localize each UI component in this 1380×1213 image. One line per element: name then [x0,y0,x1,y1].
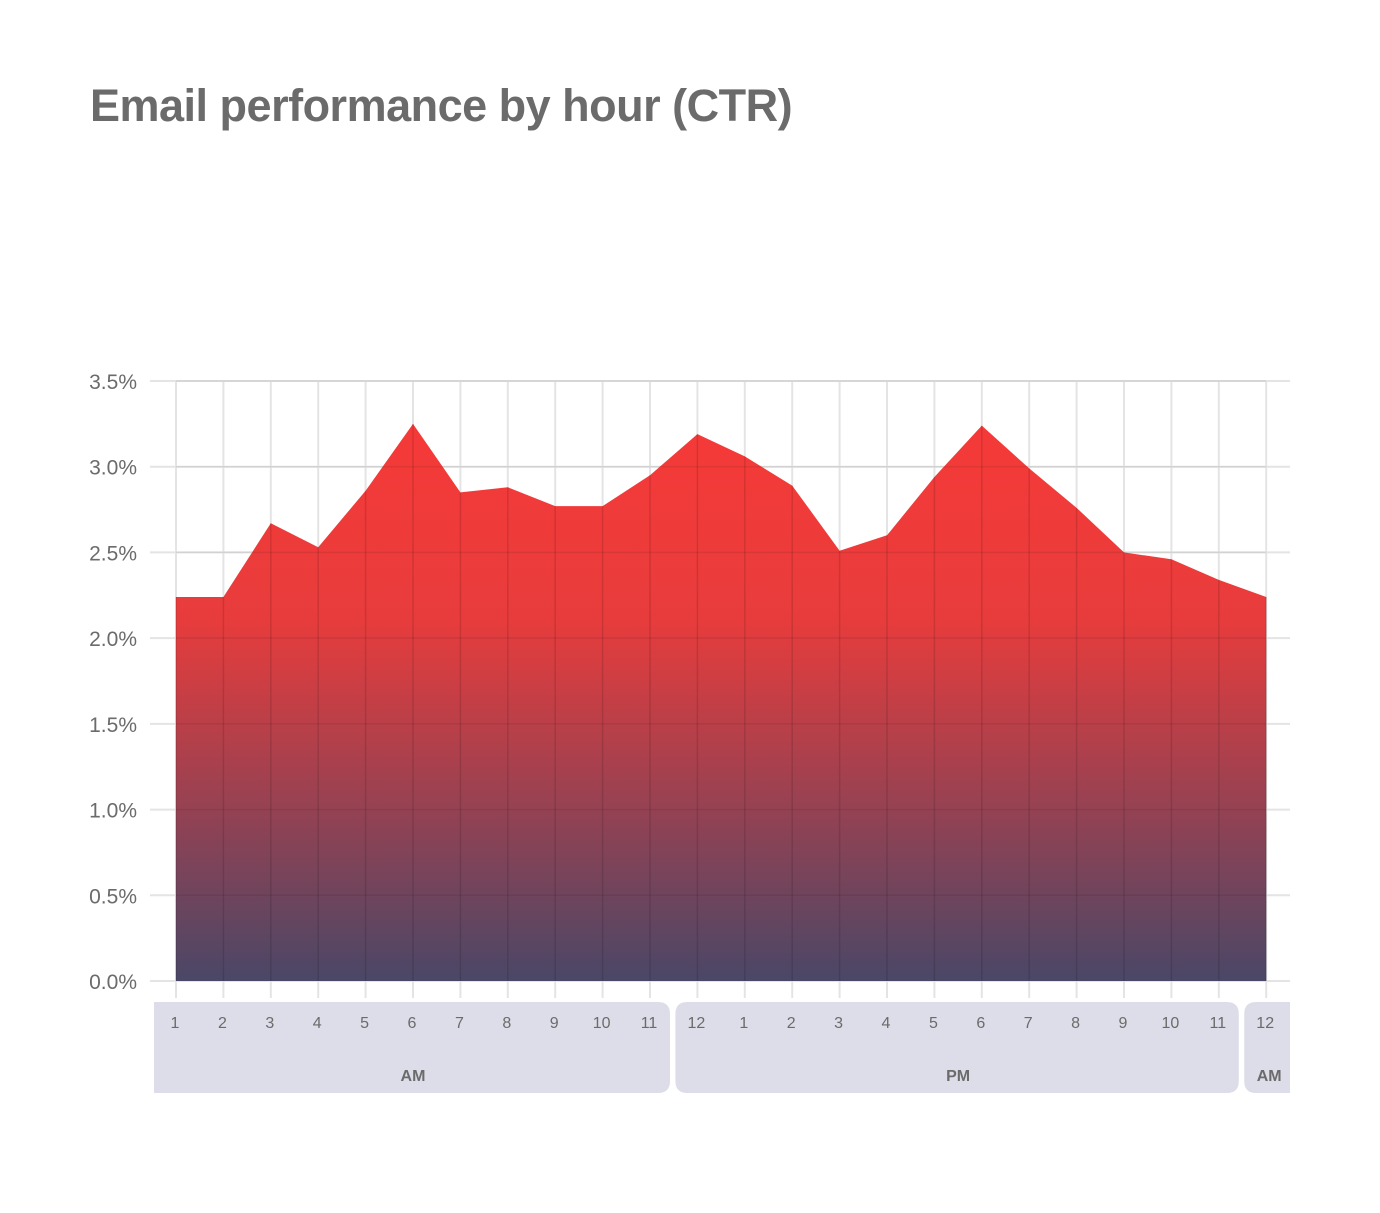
y-tick-label: 2.5% [89,542,137,565]
x-tick-label: 11 [641,1015,658,1032]
x-tick-label: 8 [1071,1015,1080,1032]
x-tick-label: 5 [929,1015,938,1032]
y-tick-label: 3.0% [89,457,137,480]
x-tick-label: 6 [408,1015,417,1032]
x-tick-label: 4 [313,1015,322,1032]
x-tick-label: 10 [593,1015,611,1032]
x-tick-label: 12 [688,1015,706,1032]
period-band [675,1002,1239,1093]
x-tick-label: 3 [834,1015,843,1032]
period-label: AM [1257,1068,1282,1085]
area-fill [176,423,1267,981]
x-tick-label: 2 [787,1015,796,1032]
x-tick-label: 1 [171,1015,180,1032]
period-label: AM [401,1068,426,1085]
y-tick-label: 0.0% [89,971,137,994]
y-tick-label: 2.0% [89,628,137,651]
period-band [154,1002,670,1093]
x-tick-label: 11 [1209,1015,1226,1032]
x-tick-label: 9 [550,1015,559,1032]
x-tick-label: 2 [218,1015,227,1032]
x-tick-label: 6 [976,1015,985,1032]
x-axis-bands [154,1002,1290,1093]
x-tick-label: 5 [360,1015,369,1032]
x-tick-label: 3 [265,1015,274,1032]
x-tick-label: 8 [502,1015,511,1032]
x-tick-label: 7 [455,1015,464,1032]
period-band [1244,1002,1290,1093]
x-tick-label: 12 [1256,1015,1274,1032]
chart-title: Email performance by hour (CTR) [90,80,793,131]
y-tick-label: 0.5% [89,885,137,908]
x-tick-label: 4 [882,1015,891,1032]
x-tick-label: 1 [739,1015,748,1032]
x-tick-label: 9 [1119,1015,1128,1032]
y-tick-label: 1.0% [89,800,137,823]
y-tick-label: 3.5% [89,371,137,394]
y-tick-label: 1.5% [89,714,137,737]
vertical-grid-overlay [175,380,1267,981]
x-tick-label: 10 [1162,1015,1180,1032]
area-series [176,423,1267,981]
x-tick-label: 7 [1024,1015,1033,1032]
period-label: PM [946,1068,970,1085]
y-axis: 0.0% 0.5% 1.0% 1.5% 2.0% 2.5% 3.0% 3.5% [89,371,137,994]
x-axis: AM PM AM1 2 3 4 5 6 7 8 9 10 11 12 1 2 3 4 5 6 7 8 9 10 11 12 [171,1015,1282,1085]
